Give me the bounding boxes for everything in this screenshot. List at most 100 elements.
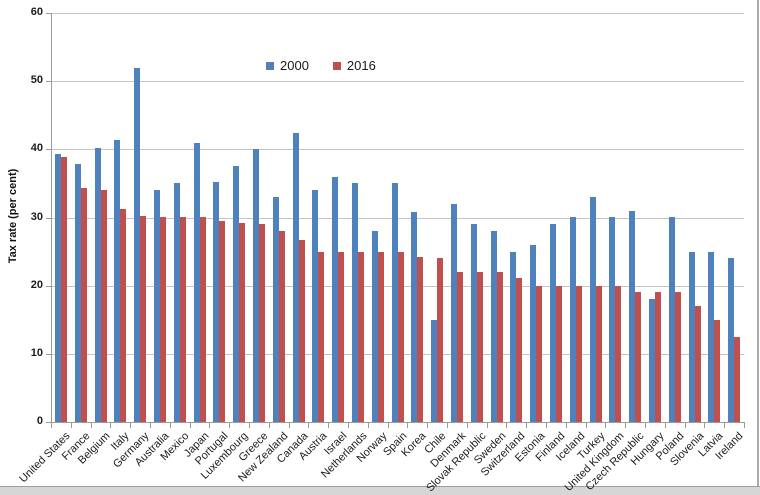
bar-2000 <box>293 133 299 422</box>
bar-2016 <box>299 240 305 422</box>
x-axis-tick <box>605 423 606 428</box>
bar-2016 <box>714 320 720 422</box>
bar-2016 <box>497 272 503 422</box>
bar-2016 <box>219 221 225 422</box>
bar-2016 <box>101 190 107 422</box>
y-axis-tick <box>46 422 51 423</box>
y-axis-tick-label: 50 <box>30 74 43 86</box>
x-axis-tick <box>645 423 646 428</box>
x-axis-tick <box>150 423 151 428</box>
x-axis-line <box>51 422 745 423</box>
x-axis-tick <box>744 423 745 428</box>
bar-2000 <box>114 140 120 422</box>
x-axis-tick <box>526 423 527 428</box>
x-axis-tick <box>269 423 270 428</box>
bar-2000 <box>411 212 417 422</box>
gridline <box>51 149 744 150</box>
legend-label-2000: 2000 <box>280 58 309 73</box>
bar-2016 <box>556 286 562 422</box>
y-axis-tick <box>46 354 51 355</box>
bar-2000 <box>312 190 318 422</box>
y-axis-tick <box>46 81 51 82</box>
bar-2016 <box>140 216 146 422</box>
y-axis-tick-label: 10 <box>30 347 43 359</box>
x-axis-tick <box>328 423 329 428</box>
bar-2016 <box>655 292 661 422</box>
x-axis-tick <box>51 423 52 428</box>
x-axis-tick <box>467 423 468 428</box>
x-axis-tick <box>685 423 686 428</box>
legend-item-2000: 2000 <box>266 58 309 73</box>
legend-swatch-2000-icon <box>266 61 274 70</box>
x-axis-tick <box>704 423 705 428</box>
y-axis-tick-label: 0 <box>36 415 43 427</box>
x-axis-tick <box>170 423 171 428</box>
x-axis-tick <box>229 423 230 428</box>
bar-2016 <box>417 257 423 422</box>
bar-2000 <box>689 252 695 422</box>
bar-2000 <box>649 299 655 422</box>
x-axis-tick <box>190 423 191 428</box>
y-axis-tick-label: 60 <box>30 6 43 18</box>
bar-2016 <box>358 252 364 422</box>
legend-label-2016: 2016 <box>346 58 376 73</box>
bar-2016 <box>615 286 621 422</box>
bar-2000 <box>570 217 576 422</box>
x-axis-tick <box>388 423 389 428</box>
x-axis-tick <box>447 423 448 428</box>
y-axis-line <box>51 13 52 422</box>
window-right-border <box>757 0 759 487</box>
bar-2000 <box>75 164 81 422</box>
bar-2016 <box>279 231 285 422</box>
bar-2000 <box>609 217 615 422</box>
bar-2000 <box>372 231 378 422</box>
bar-2016 <box>318 252 324 422</box>
bar-2016 <box>596 286 602 422</box>
bar-2016 <box>477 272 483 422</box>
gridline <box>51 81 744 82</box>
bar-2016 <box>378 252 384 422</box>
bar-2016 <box>536 286 542 422</box>
x-axis-tick <box>566 423 567 428</box>
bar-2016 <box>437 258 443 422</box>
bar-2016 <box>160 217 166 422</box>
x-axis-tick <box>209 423 210 428</box>
bar-2016 <box>180 217 186 422</box>
bar-2016 <box>81 188 87 422</box>
bar-2000 <box>213 182 219 422</box>
x-axis-tick <box>289 423 290 428</box>
bar-2016 <box>695 306 701 422</box>
y-axis-tick <box>46 218 51 219</box>
bar-2000 <box>431 320 437 422</box>
bar-2000 <box>194 143 200 422</box>
x-axis-tick <box>546 423 547 428</box>
bar-2016 <box>259 224 265 422</box>
bar-2000 <box>154 190 160 422</box>
bar-2000 <box>590 197 596 422</box>
bar-2000 <box>174 183 180 422</box>
bar-2016 <box>516 278 522 422</box>
legend: 2000 2016 <box>266 58 376 73</box>
bar-2000 <box>352 183 358 422</box>
bar-2016 <box>200 217 206 422</box>
bar-2000 <box>471 224 477 422</box>
bar-2016 <box>338 252 344 422</box>
bar-2016 <box>239 223 245 422</box>
y-axis-tick <box>46 286 51 287</box>
bar-2000 <box>728 258 734 422</box>
x-axis-tick <box>427 423 428 428</box>
bar-2016 <box>635 292 641 422</box>
bar-2000 <box>550 224 556 422</box>
x-axis-tick <box>506 423 507 428</box>
x-axis-tick <box>665 423 666 428</box>
x-axis-tick <box>625 423 626 428</box>
bar-2016 <box>675 292 681 422</box>
x-axis-tick <box>130 423 131 428</box>
bar-2000 <box>95 148 101 422</box>
y-axis-tick <box>46 13 51 14</box>
bar-2000 <box>451 204 457 422</box>
legend-item-2016: 2016 <box>332 58 376 73</box>
bar-2000 <box>332 177 338 422</box>
bar-2000 <box>629 211 635 422</box>
